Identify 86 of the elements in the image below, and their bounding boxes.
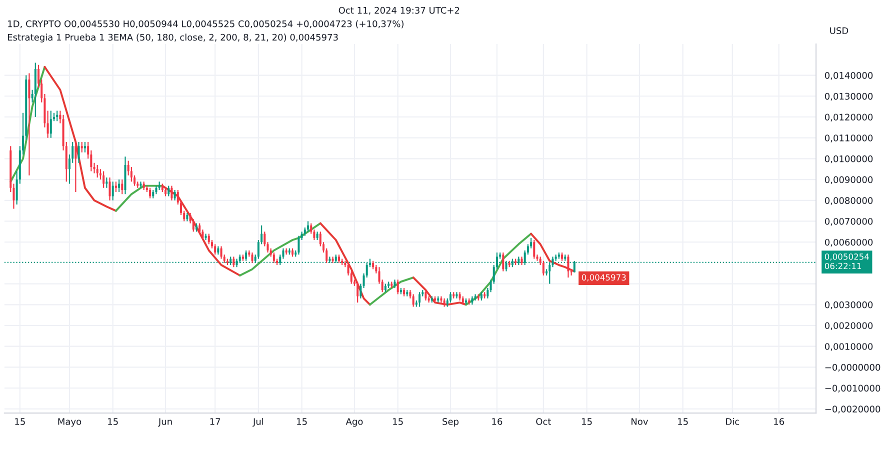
chart-title: 1D, CRYPTO O0,0045530 H0,0050944 L0,0045525 C0,0050254 +0,0004723 (+10,37%) [8, 20, 404, 28]
line-series [530, 232, 576, 272]
candlestick [174, 189, 176, 201]
x-tick-label: Jul [252, 418, 264, 427]
line-series [44, 66, 117, 212]
x-tick-label: Mayo [58, 418, 82, 427]
candlestick [464, 298, 468, 306]
candlestick [251, 252, 254, 264]
candlestick [56, 110, 58, 122]
y-tick-label: 0,0110000 [824, 134, 873, 142]
candlestick [114, 181, 117, 193]
x-tick-label: 15 [297, 418, 307, 425]
x-tick-label: Nov [632, 418, 648, 425]
annotation: 0,0045973 [582, 274, 626, 282]
candlestick [50, 110, 52, 138]
y-tick-label: −0,0000000 [825, 364, 880, 372]
y-tick-label: 0,0090000 [824, 176, 873, 184]
x-tick-label: Jun [158, 418, 172, 427]
line-series [161, 184, 241, 276]
candlestick [450, 292, 452, 304]
candlestick [80, 141, 83, 153]
candlestick [474, 294, 476, 302]
candlestick [542, 260, 544, 276]
candlestick [118, 178, 120, 193]
x-tick-label: 15 [393, 418, 403, 425]
x-tick-label: 17 [210, 418, 220, 425]
x-tick-label: 16 [774, 418, 784, 425]
candlestick [356, 281, 359, 304]
ref-line-label: 0,0050254 06:22:11 [824, 254, 869, 270]
candlestick [232, 256, 235, 268]
candlestick [102, 170, 105, 188]
x-tick-label: Oct [536, 418, 552, 425]
candlestick [396, 279, 399, 295]
candlestick [298, 235, 300, 256]
line-series [465, 232, 532, 306]
candlestick [121, 178, 124, 195]
y-tick-label: 0,0060000 [824, 238, 873, 247]
candlestick [84, 141, 86, 153]
candlestick [412, 294, 414, 308]
y-tick-label: 0,0080000 [824, 197, 873, 205]
x-tick-label: Dic [726, 418, 740, 425]
y-tick-label: 0,0010000 [824, 343, 873, 351]
x-tick-label: 16 [492, 418, 502, 425]
y-tick-label: 0,0130000 [824, 92, 873, 101]
y-tick-label: 0,0100000 [824, 155, 873, 164]
candlestick [418, 292, 421, 308]
y-tick-label: 0,0070000 [824, 218, 873, 226]
y-tick-label: 0,0140000 [824, 72, 873, 80]
line-series [368, 276, 414, 306]
candlestick [220, 246, 222, 260]
x-tick-label: 15 [15, 418, 25, 425]
candlestick [149, 187, 152, 199]
x-tick-label: Sep [442, 418, 459, 427]
candlestick [533, 239, 536, 260]
candlestick [74, 141, 77, 193]
candlestick [170, 185, 173, 201]
y-tick-label: 0,0120000 [824, 114, 873, 122]
y-tick-label: −0,0010000 [825, 384, 880, 393]
candlestick [106, 176, 108, 188]
candlestick [28, 72, 30, 176]
chart-subtitle: Estrategia 1 Prueba 1 3EMA (50, 180, close, 2, 200, 8, 21, 20) 0,0045973 [8, 34, 338, 42]
x-tick-label: 15 [678, 418, 688, 425]
x-tick-label: 15 [108, 418, 118, 425]
candlestick [332, 256, 334, 264]
line-series [238, 222, 322, 276]
candlestick [112, 181, 114, 201]
line-series [412, 276, 467, 306]
x-tick-label: Ago [346, 418, 363, 427]
y-axis-title: USD [830, 27, 848, 34]
candlestick [78, 141, 80, 164]
candlestick [567, 254, 570, 278]
text: Oct 11, 2024 19:37 UTC+2 [338, 6, 460, 15]
candlestick [96, 164, 98, 178]
line-series [319, 222, 371, 306]
candlestick [208, 233, 210, 245]
candlestick [424, 290, 427, 302]
candlestick [168, 185, 170, 197]
candlestick [307, 220, 310, 232]
y-tick-label: 0,0020000 [824, 322, 873, 330]
y-tick-label: −0,0020000 [825, 406, 880, 414]
candlestick [214, 244, 216, 256]
candlestick [108, 176, 111, 201]
y-tick-label: 0,0030000 [824, 301, 873, 310]
candlestick [502, 252, 504, 272]
candlestick [272, 252, 275, 264]
x-tick-label: 15 [582, 418, 592, 425]
